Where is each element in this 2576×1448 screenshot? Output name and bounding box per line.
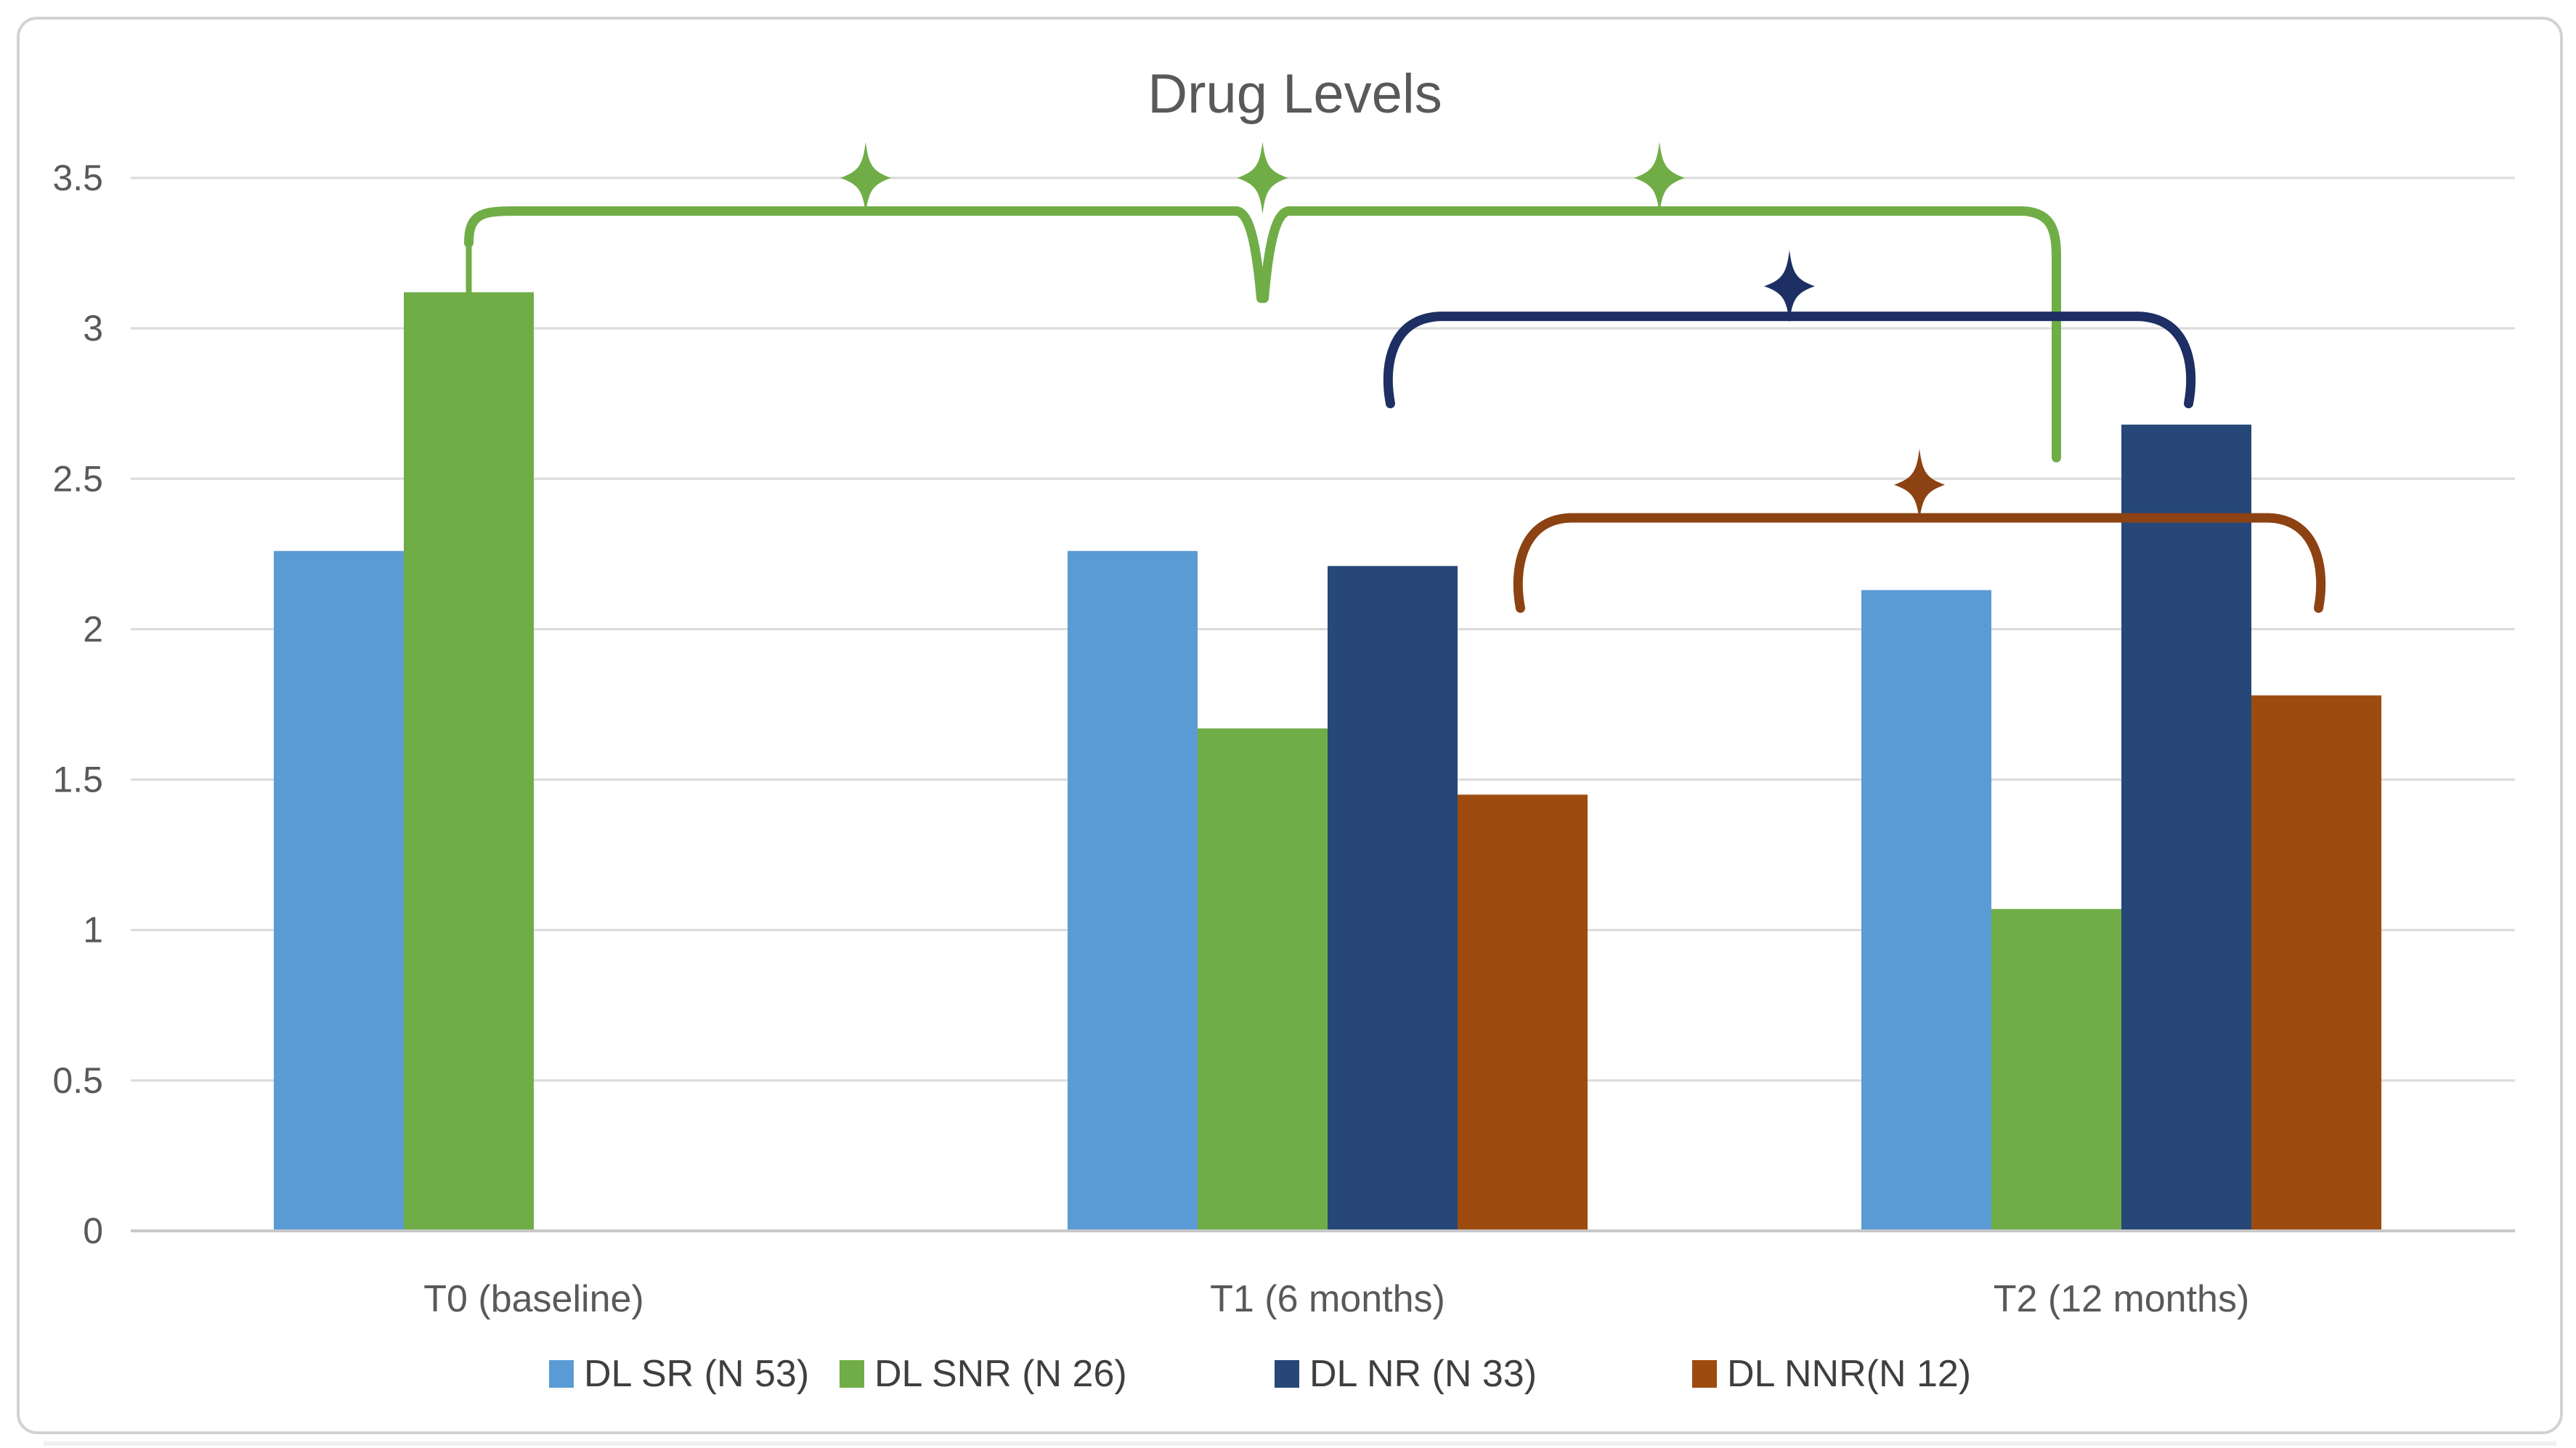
x-axis-labels: T0 (baseline) T1 (6 months) T2 (12 months) bbox=[423, 1278, 2249, 1320]
significance-star-markers bbox=[840, 142, 1945, 521]
y-axis-ticks: 0 0.5 1 1.5 2 2.5 3 3.5 bbox=[52, 158, 103, 1251]
legend-label-dl-snr-n-26: DL SNR (N 26) bbox=[874, 1353, 1127, 1395]
bar-t1-6-months-dl-sr-n-53 bbox=[1068, 550, 1198, 1231]
bar-series bbox=[274, 292, 2381, 1231]
legend-label-dl-sr-n-53: DL SR (N 53) bbox=[584, 1353, 809, 1395]
legend-label-dl-nr-n-33: DL NR (N 33) bbox=[1309, 1353, 1537, 1395]
bar-t0-baseline-dl-sr-n-53 bbox=[274, 550, 404, 1231]
snr-comparison-bracket-star-2 bbox=[1237, 142, 1288, 214]
y-tick-label-1.5: 1.5 bbox=[52, 760, 103, 800]
y-tick-label-2.5: 2.5 bbox=[52, 458, 103, 499]
chart-title: Drug Levels bbox=[1147, 63, 1442, 125]
legend-swatch-dl-nr-n-33 bbox=[1275, 1360, 1299, 1388]
y-tick-label-3: 3 bbox=[83, 308, 103, 349]
bar-t2-12-months-dl-sr-n-53 bbox=[1861, 590, 1991, 1231]
series-dl-sr-n-53 bbox=[274, 550, 1991, 1231]
snr-comparison-bracket bbox=[464, 206, 2061, 463]
legend-swatch-dl-nnr-n-12 bbox=[1692, 1360, 1717, 1388]
snr-comparison-bracket-star-3 bbox=[1634, 142, 1685, 214]
bar-t2-12-months-dl-snr-n-26 bbox=[1991, 908, 2121, 1231]
bar-t1-6-months-dl-nr-n-33 bbox=[1328, 566, 1458, 1231]
nr-comparison-bracket-star-1 bbox=[1764, 250, 1815, 323]
nnr-comparison-bracket-star-1 bbox=[1894, 448, 1945, 521]
y-tick-label-0: 0 bbox=[83, 1211, 103, 1251]
y-tick-label-2: 2 bbox=[83, 609, 103, 649]
legend-item-dl-nr-n-33: DL NR (N 33) bbox=[1275, 1353, 1537, 1395]
significance-brackets bbox=[464, 206, 2326, 613]
series-dl-snr-n-26 bbox=[404, 292, 2121, 1231]
snr-comparison-bracket-star-1 bbox=[840, 142, 891, 214]
series-dl-nnr-n-12 bbox=[1458, 695, 2381, 1231]
legend-label-dl-nnr-n-12: DL NNR(N 12) bbox=[1727, 1353, 1971, 1395]
bar-t2-12-months-dl-nnr-n-12 bbox=[2251, 695, 2381, 1231]
bar-t0-baseline-dl-snr-n-26 bbox=[404, 292, 534, 1231]
legend-item-dl-sr-n-53: DL SR (N 53) bbox=[549, 1353, 809, 1395]
series-dl-nr-n-33 bbox=[1328, 424, 2251, 1231]
legend-item-dl-snr-n-26: DL SNR (N 26) bbox=[840, 1353, 1127, 1395]
chart-frame-border bbox=[17, 17, 2563, 1434]
x-axis-label-t0-baseline: T0 (baseline) bbox=[423, 1278, 643, 1320]
x-axis-label-t1-6-months: T1 (6 months) bbox=[1210, 1278, 1445, 1320]
y-tick-label-0.5: 0.5 bbox=[52, 1060, 103, 1101]
legend-swatch-dl-snr-n-26 bbox=[840, 1360, 864, 1388]
legend-item-dl-nnr-n-12: DL NNR(N 12) bbox=[1692, 1353, 1971, 1395]
y-tick-label-1: 1 bbox=[83, 910, 103, 951]
bar-t1-6-months-dl-snr-n-26 bbox=[1198, 728, 1328, 1231]
legend: DL SR (N 53) DL SNR (N 26) DL NR (N 33) DL … bbox=[549, 1353, 1971, 1395]
bar-t1-6-months-dl-nnr-n-12 bbox=[1458, 794, 1588, 1231]
x-axis-label-t2-12-months: T2 (12 months) bbox=[1994, 1278, 2250, 1320]
legend-swatch-dl-sr-n-53 bbox=[549, 1360, 574, 1388]
bar-t2-12-months-dl-nr-n-33 bbox=[2121, 424, 2251, 1231]
y-tick-label-3.5: 3.5 bbox=[52, 158, 103, 198]
